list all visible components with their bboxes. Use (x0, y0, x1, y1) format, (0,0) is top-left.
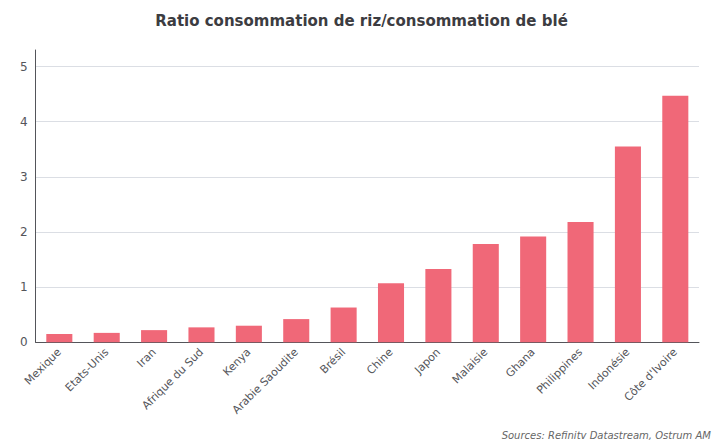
svg-text:Côte d'Ivoire: Côte d'Ivoire (622, 345, 680, 403)
svg-text:Arabie Saoudite: Arabie Saoudite (230, 345, 301, 416)
svg-text:Afrique du Sud: Afrique du Sud (140, 346, 207, 413)
svg-text:5: 5 (20, 60, 28, 74)
svg-text:3: 3 (20, 170, 28, 184)
svg-text:Brésil: Brésil (318, 346, 349, 377)
svg-text:Etats-Unis: Etats-Unis (63, 345, 112, 394)
svg-text:0: 0 (20, 335, 28, 349)
svg-text:Ratio consommation de riz/cons: Ratio consommation de riz/consommation d… (155, 12, 568, 30)
svg-text:Philippines: Philippines (534, 345, 585, 396)
svg-text:Chine: Chine (364, 345, 396, 377)
svg-text:Malaisie: Malaisie (450, 345, 491, 386)
svg-text:Japon: Japon (411, 346, 443, 378)
svg-text:Kenya: Kenya (220, 346, 253, 379)
svg-text:Indonésie: Indonésie (586, 345, 633, 392)
svg-text:Ghana: Ghana (503, 346, 538, 381)
svg-text:Iran: Iran (134, 346, 158, 370)
svg-text:Mexique: Mexique (22, 345, 64, 387)
svg-text:2: 2 (20, 225, 28, 239)
svg-text:1: 1 (20, 280, 28, 294)
svg-text:4: 4 (20, 115, 28, 129)
svg-text:Sources: Refinitv Datastream,: Sources: Refinitv Datastream, Ostrum AM (502, 430, 712, 441)
